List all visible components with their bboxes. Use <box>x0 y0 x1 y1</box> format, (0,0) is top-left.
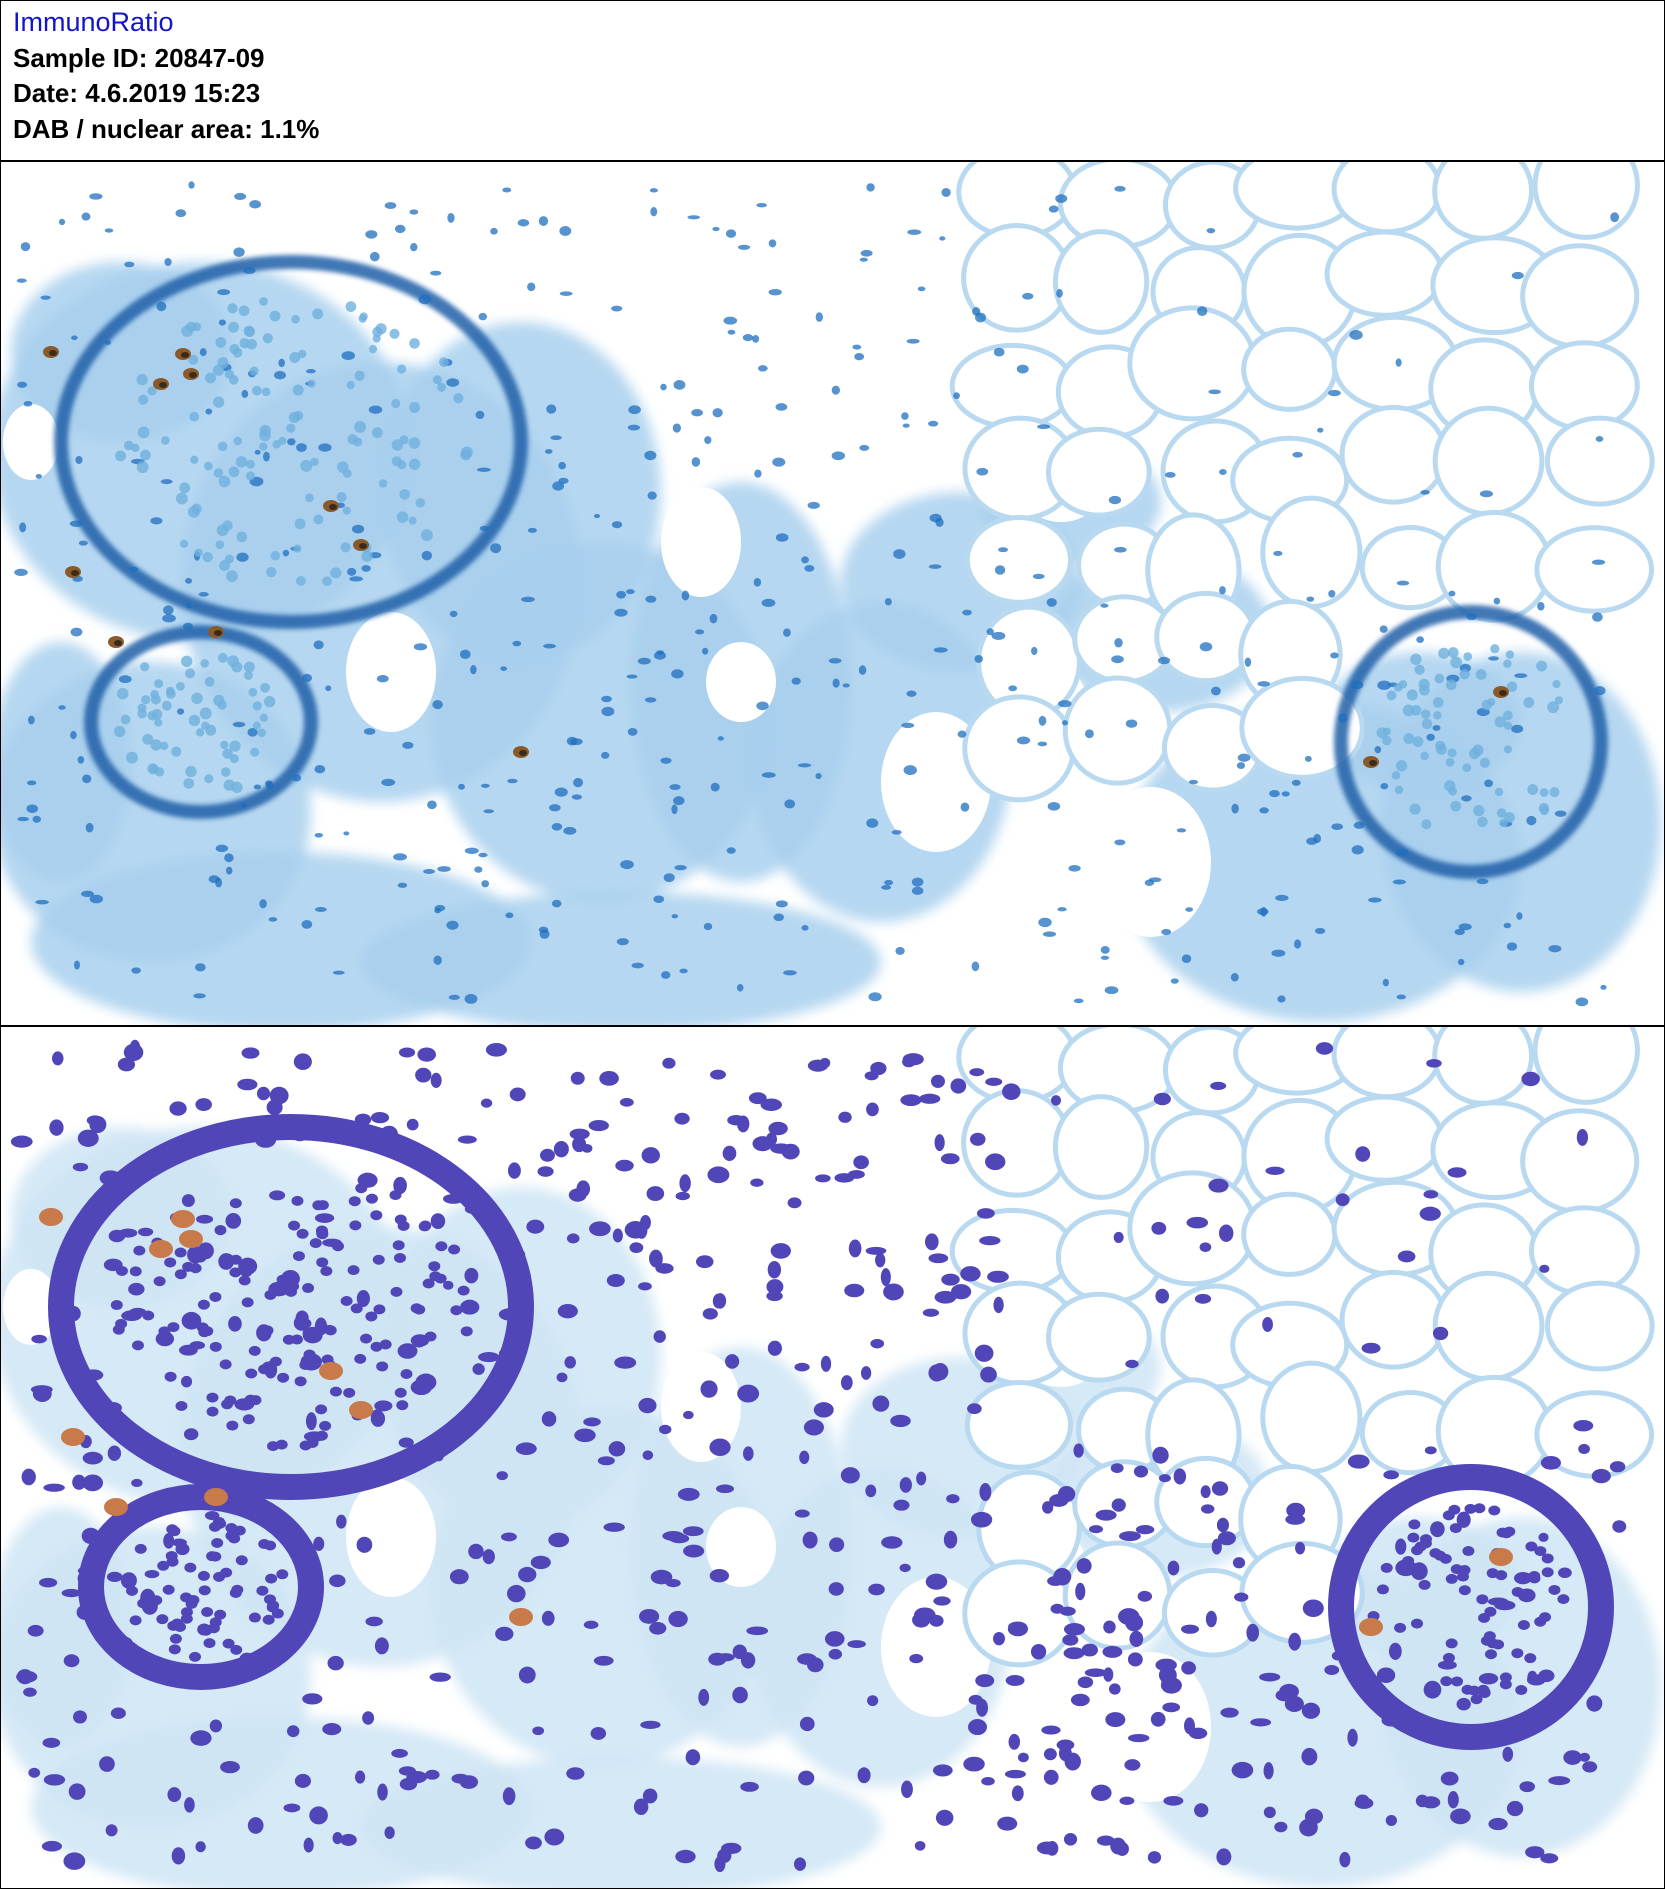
date-line: Date: 4.6.2019 15:23 <box>13 78 260 108</box>
app-title: ImmunoRatio <box>13 7 174 37</box>
sample-id-line: Sample ID: 20847-09 <box>13 43 265 73</box>
date-value: 4.6.2019 15:23 <box>85 78 261 108</box>
dab-ratio-label: DAB / nuclear area: <box>13 114 253 144</box>
original-tissue-image <box>1 162 1664 1025</box>
report-header: ImmunoRatio Sample ID: 20847-09 Date: 4.… <box>1 1 1664 162</box>
dab-ratio-value: 1.1% <box>260 114 320 144</box>
date-label: Date: <box>13 78 79 108</box>
dab-ratio-line: DAB / nuclear area: 1.1% <box>13 114 319 144</box>
sample-id-value: 20847-09 <box>154 43 265 73</box>
segmented-tissue-image <box>1 1027 1664 1888</box>
sample-id-label: Sample ID: <box>13 43 148 73</box>
original-image-panel <box>1 162 1664 1027</box>
segmentation-overlay-panel <box>1 1027 1664 1888</box>
